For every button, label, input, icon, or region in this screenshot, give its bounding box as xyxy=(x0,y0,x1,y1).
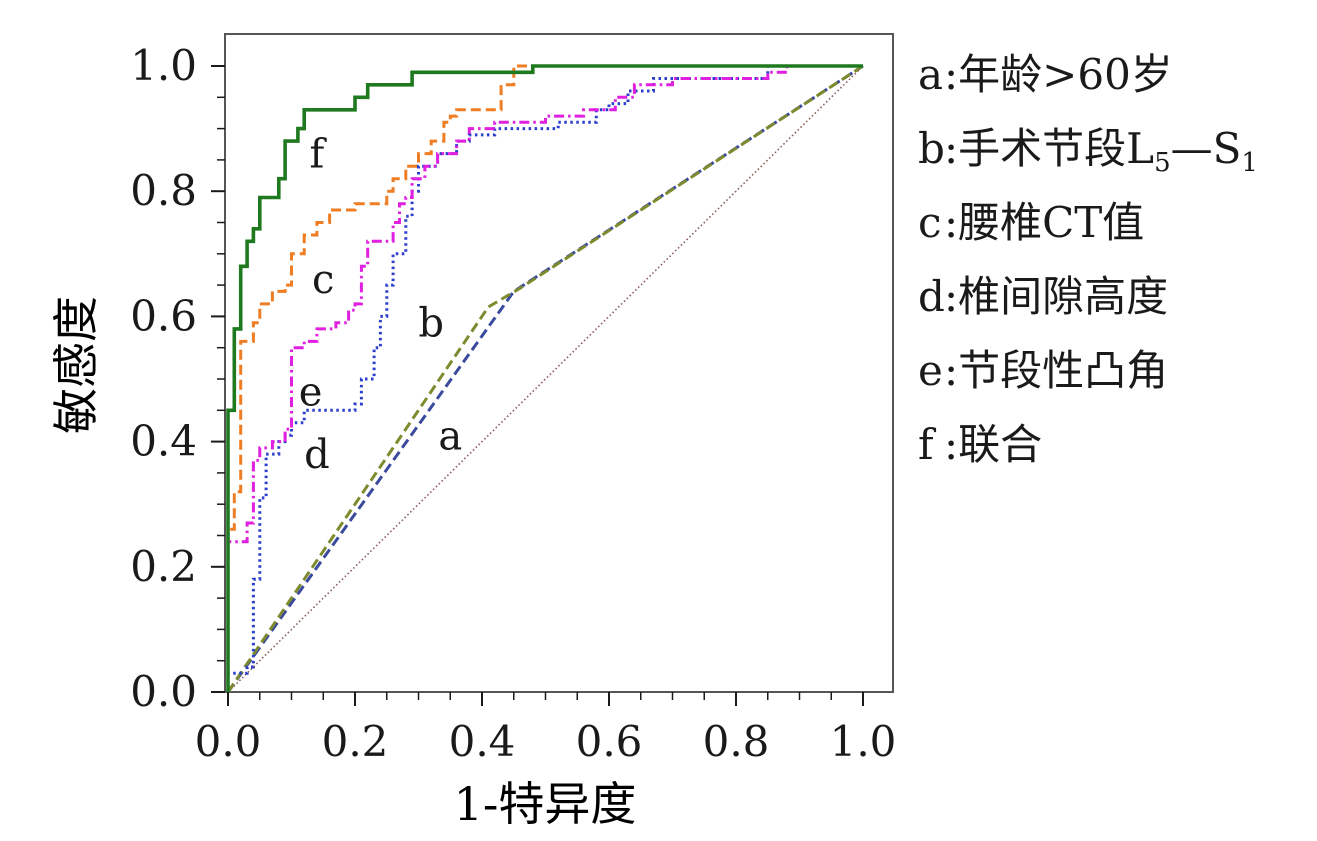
roc-curve-f xyxy=(226,64,863,692)
legend-item-f: f:联合 xyxy=(918,408,1258,482)
legend-label-c: 腰椎CT值 xyxy=(958,198,1145,247)
x-tick-label: 0.6 xyxy=(576,717,643,766)
curve-label-e: e xyxy=(299,370,323,416)
plot-frame xyxy=(224,33,894,693)
y-tick-label: 0.6 xyxy=(130,291,197,340)
y-axis-title: 敏感度 xyxy=(49,296,103,434)
legend-key-e: e xyxy=(918,346,943,395)
legend-label-b-text2: —S xyxy=(1170,124,1242,173)
legend-item-e: e:节段性凸角 xyxy=(918,334,1258,408)
y-tick-label: 0.0 xyxy=(130,667,197,716)
legend-key-a: a xyxy=(918,50,944,99)
legend-item-b: b:手术节段L5—S1 xyxy=(918,112,1258,186)
curve-label-d: d xyxy=(304,432,330,478)
x-axis-title: 1-特异度 xyxy=(454,777,637,831)
roc-curve-b xyxy=(226,64,864,693)
y-tick-label: 1.0 xyxy=(130,41,197,90)
curve-label-b: b xyxy=(418,301,444,347)
legend-item-d: d:椎间隙高度 xyxy=(918,260,1258,334)
y-tick-label: 0.2 xyxy=(130,542,197,591)
legend-label-b-text: 手术节段L xyxy=(958,124,1155,173)
x-tick-label: 0.2 xyxy=(322,717,389,766)
x-tick-label: 0.4 xyxy=(449,717,516,766)
legend-label-d: 椎间隙高度 xyxy=(958,272,1169,321)
roc-curve-e xyxy=(226,64,863,692)
y-tick-label: 0.4 xyxy=(130,417,197,466)
legend-item-c: c:腰椎CT值 xyxy=(918,186,1258,260)
curve-label-c: c xyxy=(312,257,334,303)
legend-label-b-sub1: 5 xyxy=(1154,148,1171,178)
curve-label-a: a xyxy=(438,413,462,459)
x-tick-label: 0.8 xyxy=(703,717,770,766)
legend: a:年龄>60岁 b:手术节段L5—S1 c:腰椎CT值 d:椎间隙高度 e:节… xyxy=(918,38,1258,482)
roc-curve-d xyxy=(226,64,863,692)
roc-curve-c xyxy=(226,64,863,692)
legend-key-c: c xyxy=(918,198,942,247)
legend-label-e: 节段性凸角 xyxy=(958,346,1169,395)
legend-label-b-sub2: 1 xyxy=(1241,148,1258,178)
legend-key-f: f xyxy=(918,420,934,469)
legend-item-a: a:年龄>60岁 xyxy=(918,38,1258,112)
legend-label-b: 手术节段L5—S1 xyxy=(958,124,1258,178)
reference-diagonal xyxy=(227,65,864,693)
legend-key-b: b xyxy=(918,124,945,173)
legend-label-a: 年龄>60岁 xyxy=(958,50,1173,99)
legend-key-d: d xyxy=(918,272,945,321)
x-tick-label: 1.0 xyxy=(830,717,897,766)
legend-label-f: 联合 xyxy=(958,420,1043,469)
curve-label-f: f xyxy=(309,132,327,178)
y-tick-label: 0.8 xyxy=(130,166,197,215)
x-tick-label: 0.0 xyxy=(195,717,262,766)
